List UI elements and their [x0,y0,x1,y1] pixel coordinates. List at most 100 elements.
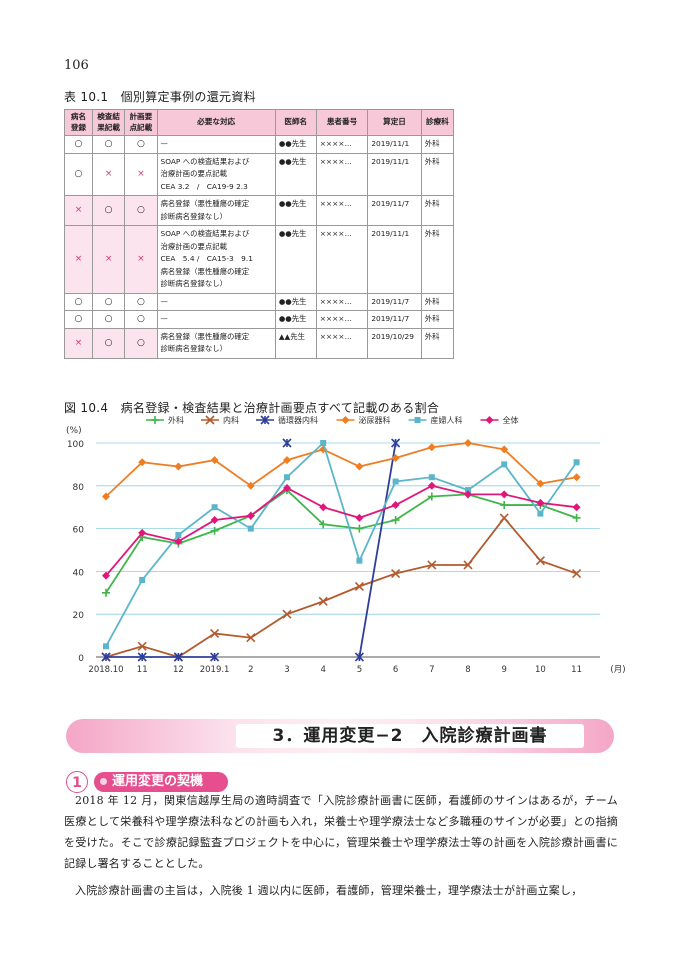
table-row: ○ ○ ○ — ●●先生 ××××… 2019/11/7 外科 [64,310,455,329]
cell-patient: ××××… [315,310,369,329]
y-tick-label: 0 [78,654,84,664]
x-tick-label: 7 [429,665,434,675]
banner-title: 3．運用変更−2 入院診療計画書 [236,724,584,748]
data-point [427,443,436,452]
data-point [355,513,364,522]
data-point [464,490,472,499]
cell-patient: ××××… [315,225,369,294]
data-point [355,462,364,471]
data-point [572,473,581,482]
data-point [536,498,545,507]
data-point [173,652,183,662]
data-point [391,501,400,510]
check-cell: ○ [124,195,158,226]
cell-patient: ××××… [315,152,369,196]
cell-date: 2019/11/1 [367,152,422,196]
data-point [246,633,256,643]
section-title-bar: 運用変更の契機 [94,772,228,792]
y-tick-label: 20 [73,611,85,621]
data-point [464,439,472,447]
cell-doctor: ▲▲先生 [274,327,317,359]
data-point [282,438,292,448]
data-point [282,609,292,619]
data-point [500,490,509,499]
data-point [537,510,544,517]
data-point [102,571,110,580]
data-point [391,438,401,448]
data-point [318,596,328,606]
x-tick-label: 8 [465,665,470,675]
check-cell: ○ [91,292,126,311]
data-point [535,556,545,566]
data-point [102,492,110,501]
page-number: 106 [64,58,89,73]
table-row: × ○ ○ 病名登録（悪性腫瘍の確定 診断病名登録なし） ▲▲先生 ××××… 2019/10… [64,327,455,359]
cell-action: — [156,135,276,154]
cell-dept: 外科 [420,152,455,196]
data-point [319,503,328,512]
cell-date: 2019/11/1 [367,225,422,294]
table-header-cell: 病名 登録 [64,109,93,136]
data-point [572,513,581,522]
check-cell: ○ [124,310,158,329]
data-point [391,516,400,525]
chart-svg: 0 20 40 60 80 100 (%) 2018.10 11 12 2019.1 2 3 4 5 6 7 8 9… [66,415,626,675]
check-cell: ○ [64,135,93,154]
cell-date: 2019/11/1 [367,135,422,154]
series-line-3 [105,442,577,498]
check-cell: ○ [91,327,126,359]
y-axis-label: (%) [66,426,82,436]
series-line-0 [105,488,577,594]
table-header-cell: 必要な対応 [156,109,276,136]
cell-date: 2019/11/7 [367,310,422,329]
check-cell: ○ [64,152,93,196]
y-tick-label: 80 [73,483,85,493]
data-point [137,641,147,651]
check-cell: ○ [91,310,126,329]
table-header-cell: 算定日 [367,109,422,136]
data-point [174,537,183,546]
bullet-dot [100,778,107,785]
check-cell: ○ [124,292,158,311]
refund-table: 病名 登録 検査結 果記載 計画要 点記載 必要な対応 医師名 患者番号 算定日 診療科 ○ ○ ○ — ●… [64,109,455,359]
y-tick-label: 100 [67,440,84,450]
check-cell: × [124,225,158,294]
data-point [355,524,364,533]
legend-label: 外科 [168,415,184,425]
legend-label: 循環器内科 [278,415,318,425]
check-cell: ○ [124,135,158,154]
cell-doctor: ●●先生 [274,292,317,311]
x-tick-label: 9 [501,665,506,675]
x-tick-label: 2 [248,665,253,675]
check-cell: × [91,225,126,294]
paragraph-1: 2018 年 12 月，関東信越厚生局の適時調査で「入院診療計画書に医師，看護師… [64,794,618,870]
data-point [283,483,291,492]
cell-action: SOAP への検査結果および 治療計画の要点記載 CEA 5.4 / CA15-3 … [156,225,276,294]
data-point [211,504,218,511]
data-point [500,445,509,454]
check-cell: × [64,327,93,359]
data-point [391,453,400,462]
data-point [319,520,328,529]
check-cell: ○ [91,135,126,154]
data-point [573,459,580,466]
legend-label: 産婦人科 [431,415,463,425]
data-point [572,503,581,512]
cell-action: SOAP への検査結果および 治療計画の要点記載 CEA 3.2 / CA19-9 … [156,152,276,196]
data-point [284,474,290,481]
data-point [210,516,219,525]
section-number: 1 [66,771,88,793]
cell-action: — [156,310,276,329]
figure-caption: 図 10.4 病名登録・検査結果と治療計画要点すべて記載のある割合 [64,401,440,415]
legend-marker [341,416,350,424]
data-point [392,478,399,485]
data-point [320,440,327,446]
data-point [138,458,147,467]
data-point [354,581,364,591]
data-point [500,501,509,510]
cell-patient: ××××… [315,327,369,359]
legend-marker [414,417,421,423]
data-point [210,456,219,465]
legend-marker [151,416,159,424]
data-point [428,474,435,481]
